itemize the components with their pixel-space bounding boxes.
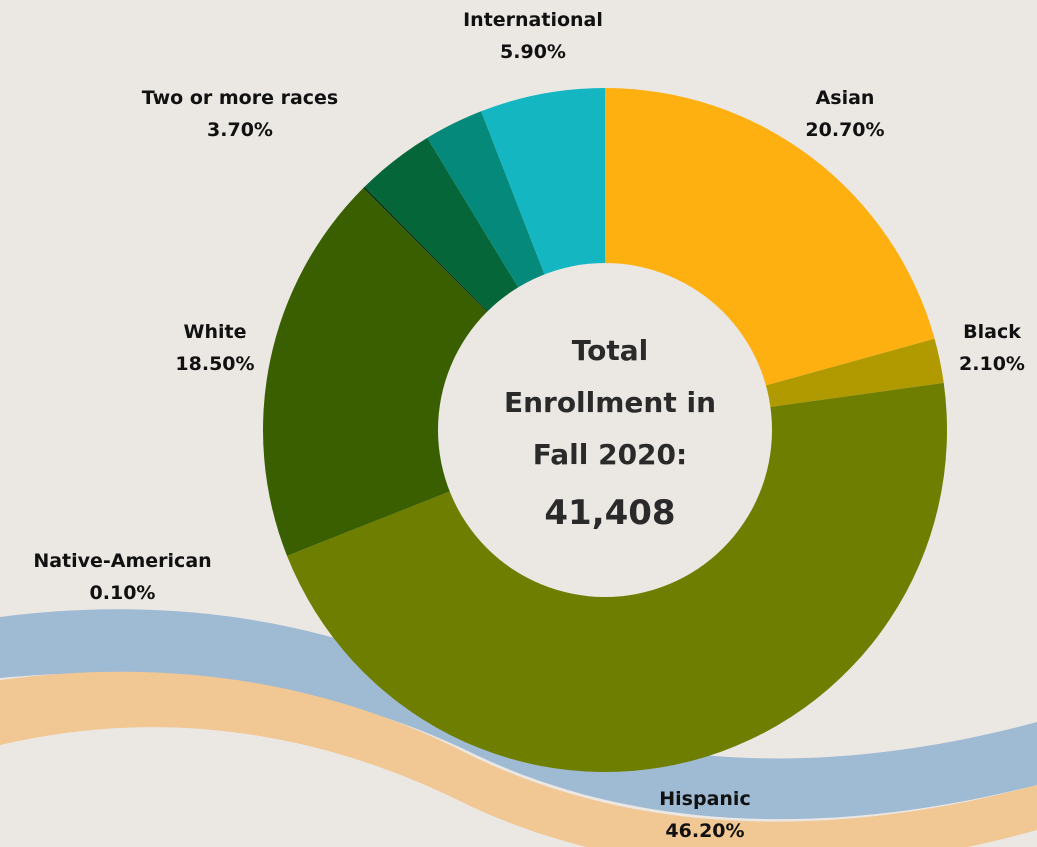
label-asian: Asian 20.70% [775, 82, 915, 146]
label-white: White 18.50% [155, 316, 275, 380]
label-black-name: Black [963, 321, 1021, 343]
label-hispanic-value: 46.20% [665, 820, 745, 842]
slice-white [263, 188, 605, 556]
label-white-value: 18.50% [175, 353, 255, 375]
label-international-name: International [463, 9, 603, 31]
center-line-3: Fall 2020: [532, 438, 688, 471]
label-asian-name: Asian [815, 87, 875, 109]
label-two-or-more-value: 3.70% [207, 119, 273, 141]
label-hispanic-name: Hispanic [659, 788, 751, 810]
label-black: Black 2.10% [947, 316, 1037, 380]
label-native-american: Native-American 0.10% [0, 545, 245, 609]
label-asian-value: 20.70% [805, 119, 885, 141]
center-line-1: Total [571, 334, 649, 367]
label-native-american-value: 0.10% [89, 582, 156, 604]
orange-wave [0, 671, 1037, 847]
center-line-2: Enrollment in [503, 386, 717, 419]
donut-hole [438, 263, 772, 597]
label-white-name: White [183, 321, 247, 343]
label-native-american-name: Native-American [33, 550, 212, 572]
label-two-or-more-name: Two or more races [141, 87, 339, 109]
label-two-or-more: Two or more races 3.70% [100, 82, 380, 146]
center-label: Total Enrollment in Fall 2020: 41,408 [470, 325, 750, 539]
label-black-value: 2.10% [959, 353, 1025, 375]
label-international: International 5.90% [433, 4, 633, 68]
total-enrollment-value: 41,408 [544, 493, 676, 533]
label-international-value: 5.90% [500, 41, 566, 63]
label-hispanic: Hispanic 46.20% [620, 783, 790, 847]
